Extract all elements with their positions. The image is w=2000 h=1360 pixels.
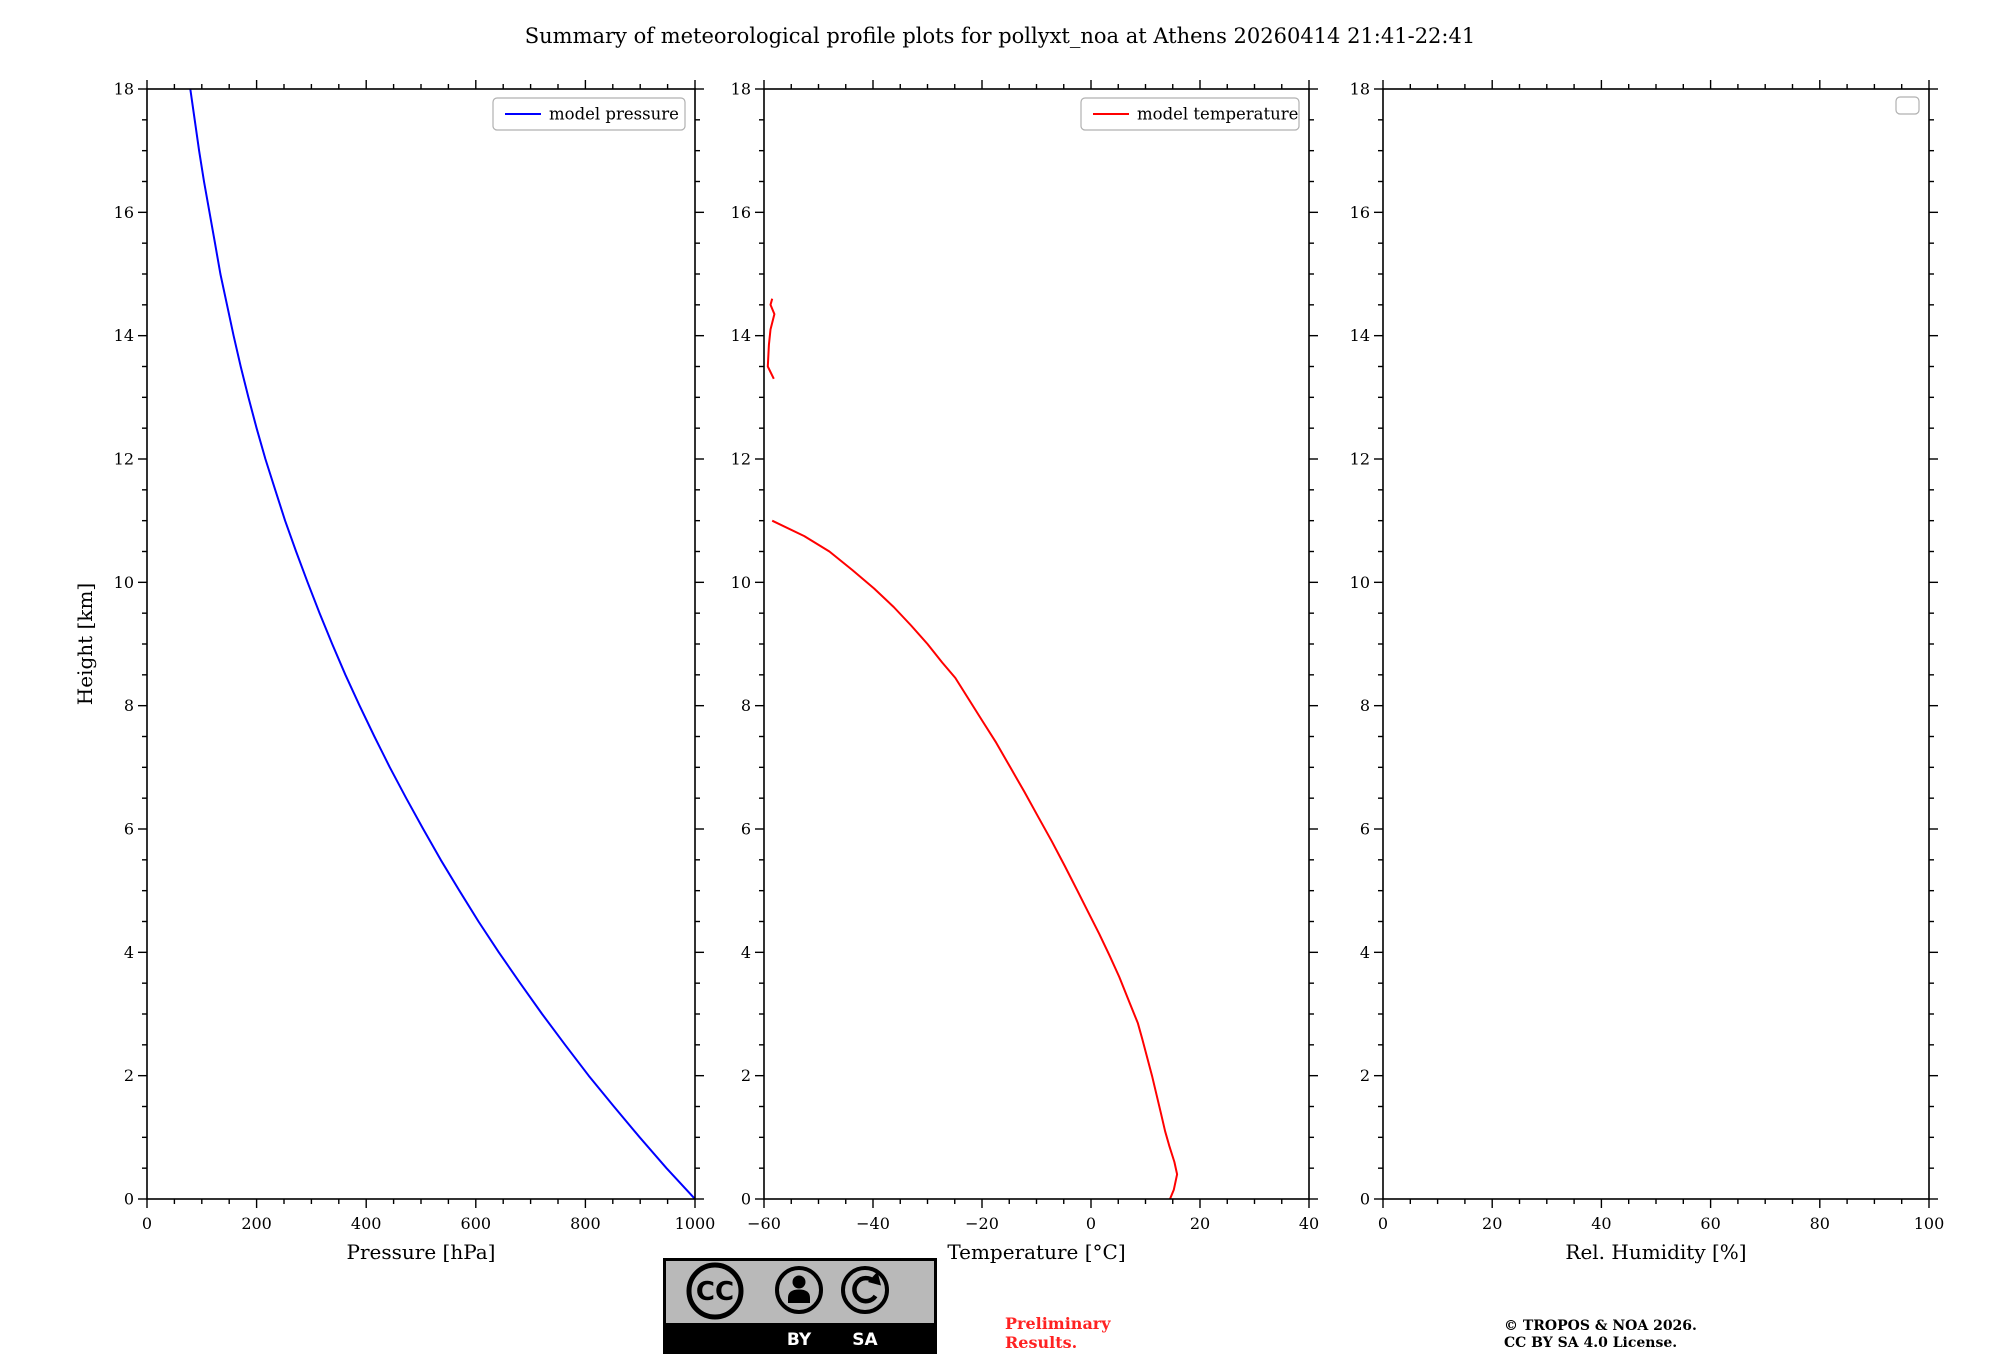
y-tick-label: 18 bbox=[1350, 80, 1370, 99]
x-tick-label: 200 bbox=[241, 1214, 272, 1233]
plot-humidity: 0 20 40 60 80 100 0 2 4 6 8 10 12 14 16 18 Rel. Humidity… bbox=[1350, 80, 1945, 1265]
y-tick-label: 2 bbox=[741, 1066, 751, 1085]
y-tick-label: 18 bbox=[731, 80, 751, 99]
x-tick-label: 40 bbox=[1591, 1214, 1611, 1233]
x-tick-label: −20 bbox=[965, 1214, 999, 1233]
y-tick-label: 2 bbox=[1360, 1066, 1370, 1085]
by-person-icon bbox=[775, 1266, 823, 1314]
x-axis-label: Rel. Humidity [%] bbox=[1565, 1240, 1746, 1264]
y-tick-label: 6 bbox=[1360, 820, 1370, 839]
plot-frame bbox=[1382, 88, 1930, 1200]
axis-labels: −60 −40 −20 0 20 40 0 2 4 6 8 10 12 14 16 18 Temperature… bbox=[731, 80, 1320, 1265]
y-tick-label: 4 bbox=[741, 943, 751, 962]
y-tick-label: 10 bbox=[1350, 573, 1370, 592]
x-tick-label: 60 bbox=[1700, 1214, 1720, 1233]
x-tick-label: 40 bbox=[1299, 1214, 1319, 1233]
y-tick-label: 14 bbox=[1350, 326, 1370, 345]
legend-label: model temperature bbox=[1137, 105, 1298, 124]
y-tick-label: 14 bbox=[731, 326, 751, 345]
x-tick-label: 0 bbox=[1378, 1214, 1388, 1233]
badge-by-label: BY bbox=[787, 1330, 812, 1350]
y-tick-label: 6 bbox=[124, 820, 134, 839]
series bbox=[189, 89, 695, 1199]
x-tick-label: −40 bbox=[856, 1214, 890, 1233]
x-tick-label: 80 bbox=[1810, 1214, 1830, 1233]
sa-arrow-icon bbox=[841, 1266, 889, 1314]
copyright-note: © TROPOS & NOA 2026. CC BY SA 4.0 Licens… bbox=[1504, 1318, 1697, 1352]
cc-icon-text: CC bbox=[696, 1277, 734, 1307]
preliminary-line-2: Results. bbox=[1005, 1333, 1078, 1352]
y-tick-label: 8 bbox=[741, 696, 751, 715]
x-axis-label: Temperature [°C] bbox=[947, 1240, 1125, 1264]
axis-labels: 0 200 400 600 800 1000 0 2 4 6 8 10 12 14 16 18 Pressure… bbox=[73, 80, 715, 1265]
ticks bbox=[138, 80, 704, 1208]
y-tick-label: 8 bbox=[1360, 696, 1370, 715]
y-tick-label: 12 bbox=[1350, 450, 1370, 469]
x-axis-label: Pressure [hPa] bbox=[347, 1240, 496, 1264]
series bbox=[766, 298, 1179, 1199]
legend-label: model pressure bbox=[549, 105, 679, 124]
x-tick-label: 0 bbox=[1086, 1214, 1096, 1233]
figure-title: Summary of meteorological profile plots … bbox=[524, 24, 1476, 48]
badge-bottom-bar bbox=[666, 1323, 934, 1351]
y-tick-label: 0 bbox=[124, 1190, 134, 1209]
plot-pressure: 0 200 400 600 800 1000 0 2 4 6 8 10 12 14 16 18 Pressure… bbox=[73, 80, 715, 1265]
y-tick-label: 18 bbox=[114, 80, 134, 99]
cc-badge-svg: CC BY SA bbox=[663, 1258, 937, 1354]
y-tick-label: 2 bbox=[124, 1066, 134, 1085]
x-tick-label: 800 bbox=[570, 1214, 601, 1233]
y-tick-label: 10 bbox=[114, 573, 134, 592]
x-tick-label: −60 bbox=[747, 1214, 781, 1233]
x-tick-label: 600 bbox=[461, 1214, 492, 1233]
y-tick-label: 8 bbox=[124, 696, 134, 715]
y-tick-label: 14 bbox=[114, 326, 134, 345]
x-tick-label: 20 bbox=[1482, 1214, 1502, 1233]
x-tick-label: 20 bbox=[1190, 1214, 1210, 1233]
cc-icon: CC bbox=[686, 1262, 744, 1320]
plot-temperature: −60 −40 −20 0 20 40 0 2 4 6 8 10 12 14 16 18 Temperature… bbox=[731, 80, 1320, 1265]
x-tick-label: 0 bbox=[142, 1214, 152, 1233]
copyright-line-1: © TROPOS & NOA 2026. bbox=[1504, 1318, 1697, 1334]
copyright-line-2: CC BY SA 4.0 License. bbox=[1504, 1335, 1678, 1351]
y-tick-label: 12 bbox=[114, 450, 134, 469]
axis-labels: 0 20 40 60 80 100 0 2 4 6 8 10 12 14 16 18 Rel. Humidity… bbox=[1350, 80, 1945, 1265]
plot-frame bbox=[146, 88, 696, 1200]
legend: model pressure bbox=[492, 97, 686, 131]
y-axis-label: Height [km] bbox=[73, 583, 97, 705]
y-tick-label: 16 bbox=[114, 203, 134, 222]
y-tick-label: 10 bbox=[731, 573, 751, 592]
preliminary-line-1: Preliminary bbox=[1005, 1314, 1111, 1333]
y-tick-label: 12 bbox=[731, 450, 751, 469]
y-tick-label: 0 bbox=[741, 1190, 751, 1209]
legend bbox=[1895, 96, 1920, 115]
model-temperature-upper-line bbox=[766, 298, 776, 380]
empty-legend-box bbox=[1895, 96, 1920, 115]
model-pressure-line bbox=[189, 89, 695, 1199]
x-tick-label: 400 bbox=[351, 1214, 382, 1233]
y-tick-label: 6 bbox=[741, 820, 751, 839]
cc-license-badge: CC BY SA bbox=[663, 1258, 937, 1354]
legend: model temperature bbox=[1080, 97, 1300, 131]
plot-frame bbox=[763, 88, 1310, 1200]
y-tick-label: 16 bbox=[1350, 203, 1370, 222]
y-tick-label: 4 bbox=[124, 943, 134, 962]
model-temperature-lower-line bbox=[771, 519, 1179, 1199]
y-tick-label: 4 bbox=[1360, 943, 1370, 962]
y-tick-label: 16 bbox=[731, 203, 751, 222]
preliminary-note: Preliminary Results. bbox=[1005, 1314, 1111, 1352]
x-tick-label: 1000 bbox=[675, 1214, 716, 1233]
ticks bbox=[1374, 80, 1938, 1208]
badge-sa-label: SA bbox=[852, 1330, 878, 1350]
y-tick-label: 0 bbox=[1360, 1190, 1370, 1209]
x-tick-label: 100 bbox=[1914, 1214, 1945, 1233]
ticks bbox=[755, 80, 1318, 1208]
